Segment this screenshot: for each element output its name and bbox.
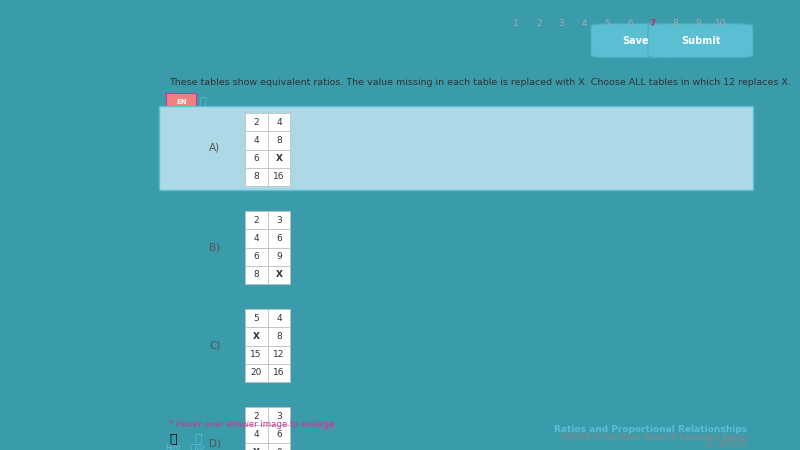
Text: Hint: Hint [165, 444, 181, 450]
Text: C): C) [209, 341, 221, 351]
Text: D): D) [209, 438, 221, 448]
Bar [267, 150, 290, 168]
Bar [267, 364, 290, 382]
Bar [267, 248, 290, 266]
Bar [245, 113, 267, 131]
Text: * Hover over answer image to enlarge: * Hover over answer image to enlarge [170, 419, 334, 428]
Bar [267, 230, 290, 248]
Text: 4: 4 [254, 136, 259, 145]
Text: 2: 2 [254, 118, 259, 127]
Text: 2: 2 [536, 18, 542, 27]
Bar [245, 407, 267, 425]
Text: 4: 4 [254, 430, 259, 439]
Text: 💡: 💡 [169, 433, 177, 446]
Bar [245, 443, 267, 450]
Text: 8: 8 [254, 270, 259, 279]
Text: 16: 16 [274, 172, 285, 181]
Text: Calc: Calc [190, 444, 206, 450]
Bar [267, 168, 290, 186]
Text: 12: 12 [274, 350, 285, 359]
Text: 4: 4 [276, 314, 282, 323]
Text: 3: 3 [276, 216, 282, 225]
Text: 10: 10 [715, 18, 727, 27]
Text: 20: 20 [250, 368, 262, 377]
Text: X: X [253, 332, 260, 341]
Bar [245, 327, 267, 346]
Bar [267, 131, 290, 150]
Bar [267, 309, 290, 327]
Text: EN: EN [176, 99, 186, 105]
FancyBboxPatch shape [648, 24, 753, 58]
Text: 6: 6 [627, 18, 633, 27]
Bar [267, 327, 290, 346]
Text: 4: 4 [276, 118, 282, 127]
Text: These tables show equivalent ratios. The value missing in each table is replaced: These tables show equivalent ratios. The… [170, 78, 791, 87]
Text: (MGSE6.RP.3a) Make Tables Of Equivalent Ratios: (MGSE6.RP.3a) Make Tables Of Equivalent … [562, 433, 747, 442]
Bar [245, 131, 267, 150]
Text: 8: 8 [254, 172, 259, 181]
Bar [267, 443, 290, 450]
Text: Save: Save [622, 36, 649, 46]
FancyBboxPatch shape [166, 93, 196, 112]
Bar [245, 266, 267, 284]
Bar [245, 168, 267, 186]
Text: 3: 3 [276, 412, 282, 421]
Text: X: X [275, 270, 282, 279]
Text: ID: 487574: ID: 487574 [705, 440, 747, 449]
Text: 9: 9 [276, 252, 282, 261]
Bar [245, 211, 267, 230]
Text: 6: 6 [276, 234, 282, 243]
Text: X: X [253, 448, 260, 450]
Bar [245, 248, 267, 266]
Text: A): A) [210, 143, 220, 153]
Bar [267, 407, 290, 425]
Bar [245, 230, 267, 248]
Text: 8: 8 [276, 332, 282, 341]
Text: 6: 6 [254, 154, 259, 163]
Bar [267, 425, 290, 443]
Bar [245, 364, 267, 382]
Text: 5: 5 [604, 18, 610, 27]
Bar [267, 266, 290, 284]
Text: 4: 4 [254, 234, 259, 243]
Text: Submit: Submit [681, 36, 720, 46]
Text: B): B) [210, 243, 220, 252]
Text: X: X [275, 154, 282, 163]
Text: 6: 6 [254, 252, 259, 261]
FancyBboxPatch shape [591, 24, 680, 58]
Text: 16: 16 [274, 368, 285, 377]
Text: 8: 8 [276, 136, 282, 145]
Bar [267, 346, 290, 364]
Text: 3: 3 [558, 18, 565, 27]
Text: 2: 2 [254, 216, 259, 225]
Bar [245, 346, 267, 364]
Text: 5: 5 [254, 314, 259, 323]
Bar [267, 113, 290, 131]
Text: 8: 8 [673, 18, 678, 27]
Text: 4: 4 [582, 18, 587, 27]
Bar [245, 309, 267, 327]
Text: 6: 6 [276, 430, 282, 439]
Text: 15: 15 [250, 350, 262, 359]
Bar [245, 150, 267, 168]
Text: 1: 1 [513, 18, 519, 27]
Text: Ratios and Proportional Relationships: Ratios and Proportional Relationships [554, 425, 747, 434]
Text: 7: 7 [650, 18, 656, 27]
Bar [159, 106, 753, 190]
Text: 🔊: 🔊 [199, 97, 206, 107]
Text: 9: 9 [276, 448, 282, 450]
Text: 🖩: 🖩 [194, 433, 202, 446]
Text: 9: 9 [695, 18, 702, 27]
Bar [267, 211, 290, 230]
Text: 2: 2 [254, 412, 259, 421]
Bar [245, 425, 267, 443]
